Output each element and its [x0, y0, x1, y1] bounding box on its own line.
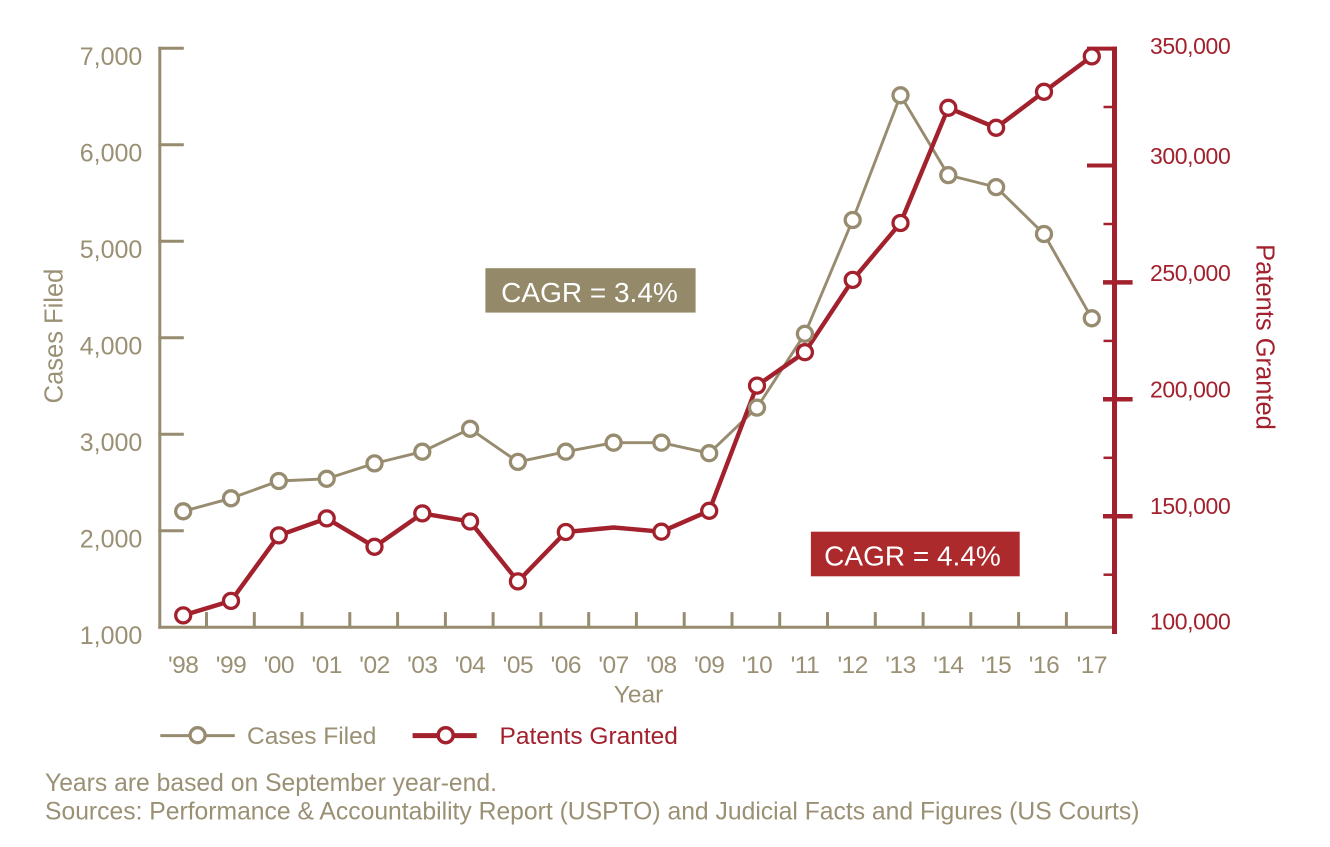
- svg-text:Cases Filed: Cases Filed: [247, 723, 376, 750]
- svg-text:'10: '10: [742, 652, 772, 679]
- svg-text:100,000: 100,000: [1150, 608, 1230, 634]
- svg-text:'05: '05: [503, 652, 533, 679]
- svg-text:5,000: 5,000: [80, 236, 143, 264]
- svg-text:'02: '02: [359, 652, 389, 679]
- svg-text:7,000: 7,000: [80, 43, 143, 71]
- svg-text:Patents Granted: Patents Granted: [500, 723, 678, 750]
- svg-text:Patents Granted: Patents Granted: [1251, 244, 1279, 430]
- svg-text:4,000: 4,000: [80, 332, 143, 360]
- svg-text:200,000: 200,000: [1150, 376, 1230, 402]
- svg-text:CAGR = 4.4%: CAGR = 4.4%: [824, 541, 1001, 572]
- svg-text:CAGR = 3.4%: CAGR = 3.4%: [501, 277, 678, 308]
- svg-text:'16: '16: [1029, 652, 1059, 679]
- svg-text:2,000: 2,000: [80, 525, 143, 553]
- svg-text:'07: '07: [598, 652, 628, 679]
- svg-text:'01: '01: [311, 652, 341, 679]
- svg-text:300,000: 300,000: [1150, 143, 1230, 169]
- svg-text:6,000: 6,000: [80, 139, 143, 167]
- svg-text:'98: '98: [168, 652, 198, 679]
- svg-text:'11: '11: [791, 652, 820, 679]
- svg-text:'09: '09: [694, 652, 724, 679]
- svg-text:'17: '17: [1077, 652, 1107, 679]
- svg-text:'13: '13: [885, 652, 915, 679]
- svg-text:250,000: 250,000: [1150, 260, 1230, 286]
- svg-text:'12: '12: [837, 652, 867, 679]
- svg-text:'04: '04: [455, 652, 485, 679]
- svg-text:'99: '99: [216, 652, 246, 679]
- svg-text:'00: '00: [264, 652, 294, 679]
- svg-text:150,000: 150,000: [1150, 493, 1230, 519]
- svg-text:'15: '15: [981, 652, 1011, 679]
- svg-text:Year: Year: [614, 682, 664, 709]
- svg-text:Years are based on September y: Years are based on September year-end.: [45, 770, 497, 797]
- svg-text:'14: '14: [933, 652, 963, 679]
- svg-text:350,000: 350,000: [1150, 33, 1230, 59]
- svg-text:'08: '08: [646, 652, 676, 679]
- svg-text:'03: '03: [407, 652, 437, 679]
- svg-text:'06: '06: [551, 652, 581, 679]
- svg-text:1,000: 1,000: [80, 622, 143, 650]
- svg-text:3,000: 3,000: [80, 429, 143, 457]
- svg-text:Cases Filed: Cases Filed: [41, 269, 69, 404]
- svg-text:Sources: Performance & Account: Sources: Performance & Accountability Re…: [45, 798, 1139, 825]
